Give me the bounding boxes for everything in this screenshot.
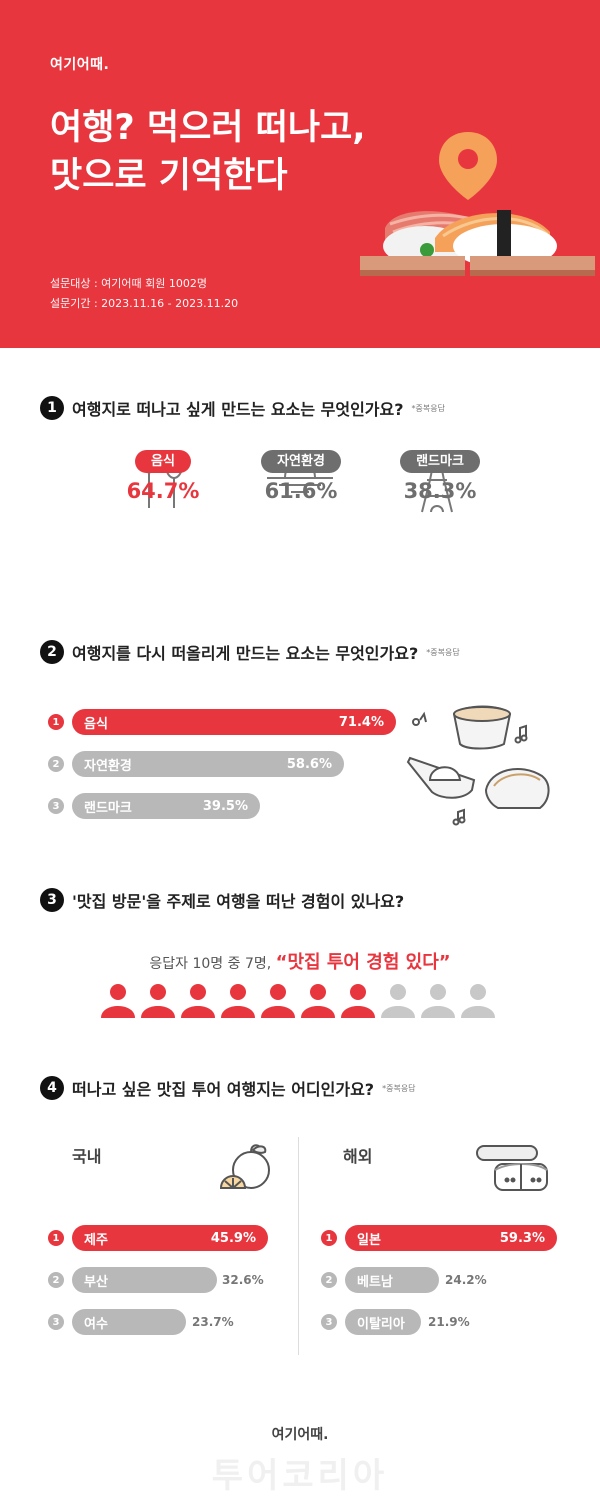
q1-label-landmark: 랜드마크 [400,450,480,473]
person-icon [461,984,495,1018]
q2-question: 여행지를 다시 떠올리게 만드는 요소는 무엇인가요? [72,644,419,663]
q2-bar-1-label: 음식 [84,716,108,732]
q4-heading: 4 떠나고 싶은 맛집 투어 여행지는 어디인가요? *중복응답 [40,1076,416,1100]
q1-item-food: 음식 64.7% [108,450,218,503]
overseas-bar-3: 이탈리아 [345,1309,421,1335]
person-icon [421,984,455,1018]
q2-bar-1-value: 71.4% [338,714,384,730]
survey-target: 설문대상 : 여기어때 회원 1002명 [50,277,208,290]
overseas-bar-2-value: 24.2% [445,1273,487,1287]
q1-question: 여행지로 떠나고 싶게 만드는 요소는 무엇인가요? [72,400,404,419]
sushi-illustration [360,132,595,276]
domestic-bar-3: 여수 [72,1309,186,1335]
q1-item-nature: 자연환경 61.6% [246,450,356,503]
overseas-bar-2-label: 베트남 [357,1274,393,1290]
domestic-rank-3: 3 [48,1314,64,1330]
overseas-bar-1: 일본 59.3% [345,1225,557,1251]
q2-heading: 2 여행지를 다시 떠올리게 만드는 요소는 무엇인가요? *중복응답 [40,640,460,664]
person-icon [101,984,135,1018]
food-doodle-icon [406,705,550,826]
q1-label-food: 음식 [135,450,191,473]
q2-bar-2-label: 자연환경 [84,758,132,774]
q3-question: '맛집 방문'을 주제로 여행을 떠난 경험이 있나요? [72,892,405,911]
hero-banner: 여기어때. 여행? 먹으러 떠나고, 맛으로 기억한다 설문대상 : 여기어때 … [0,0,600,348]
q2-rank-1: 1 [48,714,64,730]
domestic-bar-2-value: 32.6% [222,1273,264,1287]
person-icon [141,984,175,1018]
q4-number: 4 [40,1076,64,1100]
q4-question: 떠나고 싶은 맛집 투어 여행지는 어디인가요? [72,1080,375,1099]
domestic-rank-2: 2 [48,1272,64,1288]
person-icon [341,984,375,1018]
person-icon [181,984,215,1018]
q1-number: 1 [40,396,64,420]
survey-meta: 설문대상 : 여기어때 회원 1002명 설문기간 : 2023.11.16 -… [50,274,238,314]
q2-bar-2: 자연환경 58.6% [72,751,344,777]
overseas-bar-2: 베트남 [345,1267,439,1293]
domestic-bar-2-label: 부산 [84,1274,108,1290]
person-icon [301,984,335,1018]
person-icon [381,984,415,1018]
brand-logo: 여기어때. [50,57,110,73]
q2-bar-3: 랜드마크 39.5% [72,793,260,819]
hero-title: 여행? 먹으러 떠나고, 맛으로 기억한다 [50,104,366,200]
q3-heading: 3 '맛집 방문'을 주제로 여행을 떠난 경험이 있나요? [40,888,404,912]
q1-label-nature: 자연환경 [261,450,341,473]
q1-value-food: 64.7% [126,479,200,503]
overseas-rank-3: 3 [321,1314,337,1330]
region-divider [298,1137,299,1355]
domestic-bar-3-label: 여수 [84,1316,108,1332]
domestic-title: 국내 [72,1147,102,1166]
person-icon [221,984,255,1018]
people-icon-row [101,984,495,1018]
overseas-bar-1-value: 59.3% [499,1230,545,1246]
domestic-bar-3-value: 23.7% [192,1315,234,1329]
q1-item-landmark: 랜드마크 38.3% [385,450,495,503]
q2-bar-1: 음식 71.4% [72,709,396,735]
q1-value-nature: 61.6% [264,479,338,503]
q2-rank-2: 2 [48,756,64,772]
q2-bar-3-value: 39.5% [202,798,248,814]
hero-title-line1: 여행? 먹으러 떠나고, [50,108,366,148]
location-pin-icon [439,132,497,200]
overseas-rank-1: 1 [321,1230,337,1246]
q2-note: *중복응답 [426,647,460,657]
footer-watermark: 투어코리아 [211,1456,389,1496]
overseas-rank-2: 2 [321,1272,337,1288]
q1-heading: 1 여행지로 떠나고 싶게 만드는 요소는 무엇인가요? *중복응답 [40,396,445,420]
person-icon [261,984,295,1018]
q3-number: 3 [40,888,64,912]
q2-number: 2 [40,640,64,664]
q2-rank-3: 3 [48,798,64,814]
footer-logo: 여기어때. [271,1427,329,1443]
q1-value-landmark: 38.3% [403,479,477,503]
q1-note: *중복응답 [411,403,445,413]
q3-summary: 응답자 10명 중 7명, “맛집 투어 경험 있다” [0,948,600,974]
domestic-bar-2: 부산 [72,1267,217,1293]
hero-title-line2: 맛으로 기억한다 [50,156,288,196]
domestic-bar-1-value: 45.9% [210,1230,256,1246]
q3-summary-prefix: 응답자 10명 중 7명, [149,956,272,972]
domestic-rank-1: 1 [48,1230,64,1246]
overseas-bar-3-value: 21.9% [428,1315,470,1329]
q4-note: *중복응답 [382,1083,416,1093]
q2-bar-2-value: 58.6% [286,756,332,772]
survey-period: 설문기간 : 2023.11.16 - 2023.11.20 [50,297,239,310]
overseas-bar-1-label: 일본 [357,1232,381,1248]
domestic-bar-1-label: 제주 [84,1232,108,1248]
q3-summary-highlight: “맛집 투어 경험 있다” [275,952,451,973]
q2-bar-3-label: 랜드마크 [84,800,132,816]
overseas-title: 해외 [343,1147,373,1166]
domestic-bar-1: 제주 45.9% [72,1225,268,1251]
sushi-icon [476,1145,548,1191]
citrus-icon [219,1144,270,1189]
overseas-bar-3-label: 이탈리아 [357,1316,405,1332]
